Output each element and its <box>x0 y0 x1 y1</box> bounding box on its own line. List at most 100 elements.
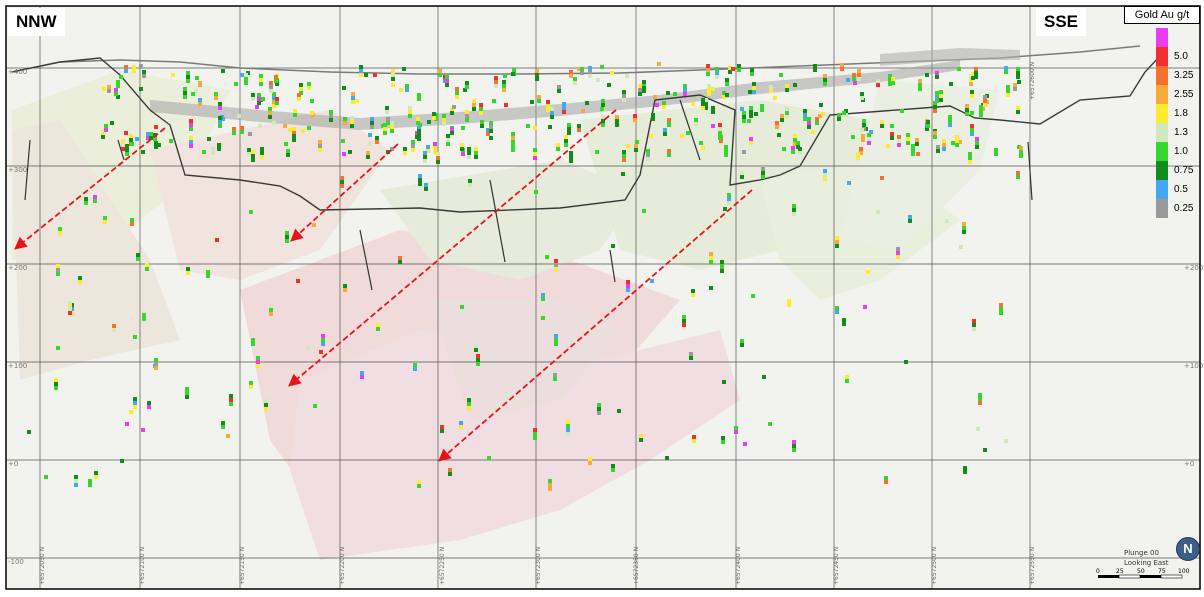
drill-intercept <box>896 247 900 259</box>
drill-intercept <box>748 90 752 94</box>
drill-intercept <box>869 130 873 134</box>
drill-intercept <box>972 319 976 331</box>
drill-intercept <box>942 139 946 151</box>
drill-intercept <box>440 425 444 433</box>
drill-intercept <box>564 135 568 147</box>
section-border <box>5 5 1201 590</box>
drill-intercept <box>321 334 325 346</box>
drill-intercept <box>269 304 273 316</box>
drill-intercept <box>908 215 912 223</box>
drill-intercept <box>884 476 888 484</box>
drill-intercept <box>403 147 407 155</box>
drill-intercept <box>185 387 189 399</box>
drill-intercept <box>585 101 589 105</box>
direction-label-sse: SSE <box>1036 8 1087 36</box>
drill-intercept <box>56 264 60 276</box>
drill-intercept <box>1016 67 1020 79</box>
drill-intercept <box>78 276 82 284</box>
drill-intercept <box>342 86 346 90</box>
drill-intercept <box>727 193 731 205</box>
drill-intercept <box>622 90 626 102</box>
legend-swatch <box>1156 28 1168 47</box>
drill-intercept <box>880 176 884 180</box>
drill-intercept <box>760 104 764 112</box>
scale-bar-segment <box>1140 575 1161 578</box>
zone-shell <box>290 330 740 560</box>
drill-intercept <box>642 89 646 93</box>
drill-intercept <box>494 76 498 88</box>
drill-intercept <box>256 356 260 368</box>
drill-intercept <box>721 436 725 444</box>
drill-intercept <box>859 147 863 155</box>
drill-intercept <box>823 169 827 181</box>
drill-intercept <box>502 80 506 92</box>
drill-intercept <box>310 111 314 115</box>
drill-intercept <box>725 78 729 86</box>
drill-intercept <box>904 360 908 364</box>
pit-outline <box>11 55 1161 213</box>
drill-intercept <box>375 136 379 144</box>
drill-intercept <box>130 142 134 146</box>
drill-intercept <box>949 82 953 86</box>
drill-intercept <box>217 143 221 151</box>
drill-intercept <box>229 394 233 406</box>
drill-intercept <box>88 479 92 487</box>
drill-intercept <box>610 71 614 75</box>
drill-intercept <box>963 466 967 474</box>
scale-tick-label: 100 <box>1178 568 1190 575</box>
drill-intercept <box>135 137 139 141</box>
drill-intercept <box>691 102 695 106</box>
drill-intercept <box>479 103 483 115</box>
drill-intercept <box>622 150 626 162</box>
drill-intercept <box>56 346 60 350</box>
drill-intercept <box>860 92 864 100</box>
drill-intercept <box>535 69 539 81</box>
legend-label: 2.55 <box>1174 89 1194 100</box>
drill-intercept <box>285 231 289 243</box>
drill-intercept <box>186 71 190 83</box>
drill-intercept <box>467 147 471 159</box>
drill-intercept <box>691 289 695 297</box>
drill-intercept <box>796 141 800 149</box>
drill-intercept <box>116 80 120 88</box>
drill-intercept <box>968 152 972 164</box>
legend-label: 0.25 <box>1174 203 1194 214</box>
drill-intercept <box>141 428 145 432</box>
drill-intercept <box>124 131 128 135</box>
drill-intercept <box>792 204 796 216</box>
drill-intercept <box>292 134 296 142</box>
drill-intercept <box>214 92 218 100</box>
drill-intercept <box>268 107 272 119</box>
drill-intercept <box>503 74 507 78</box>
drill-intercept <box>251 93 255 101</box>
drill-intercept <box>460 305 464 309</box>
drill-intercept <box>465 81 469 89</box>
drill-intercept <box>866 270 870 274</box>
drill-intercept <box>842 318 846 326</box>
drill-intercept <box>680 134 684 138</box>
drill-intercepts <box>24 62 1033 491</box>
drill-intercept <box>837 113 841 121</box>
drill-intercept <box>569 70 573 78</box>
drill-intercept <box>749 106 753 118</box>
elevation-label-left: +0 <box>8 460 18 468</box>
drill-intercept <box>450 127 454 135</box>
drill-intercept <box>350 116 354 128</box>
drill-intercept <box>556 143 560 151</box>
drill-intercept <box>785 84 789 92</box>
legend-row: 5.0 <box>1156 47 1200 66</box>
drill-intercept <box>283 124 287 128</box>
elevation-label-left: +400 <box>8 68 27 76</box>
drill-intercept <box>376 323 380 331</box>
drill-intercept <box>779 73 783 77</box>
scale-tick-label: 25 <box>1116 568 1124 575</box>
drill-intercept <box>807 117 811 129</box>
drill-intercept <box>343 117 347 125</box>
drill-intercept <box>417 129 421 141</box>
plunge-arrow <box>438 189 753 462</box>
drill-intercept <box>707 84 711 96</box>
drill-intercept <box>768 422 772 426</box>
drill-intercept <box>368 142 372 146</box>
drill-intercept <box>121 139 125 151</box>
northing-label: +6572250 N <box>439 547 446 585</box>
